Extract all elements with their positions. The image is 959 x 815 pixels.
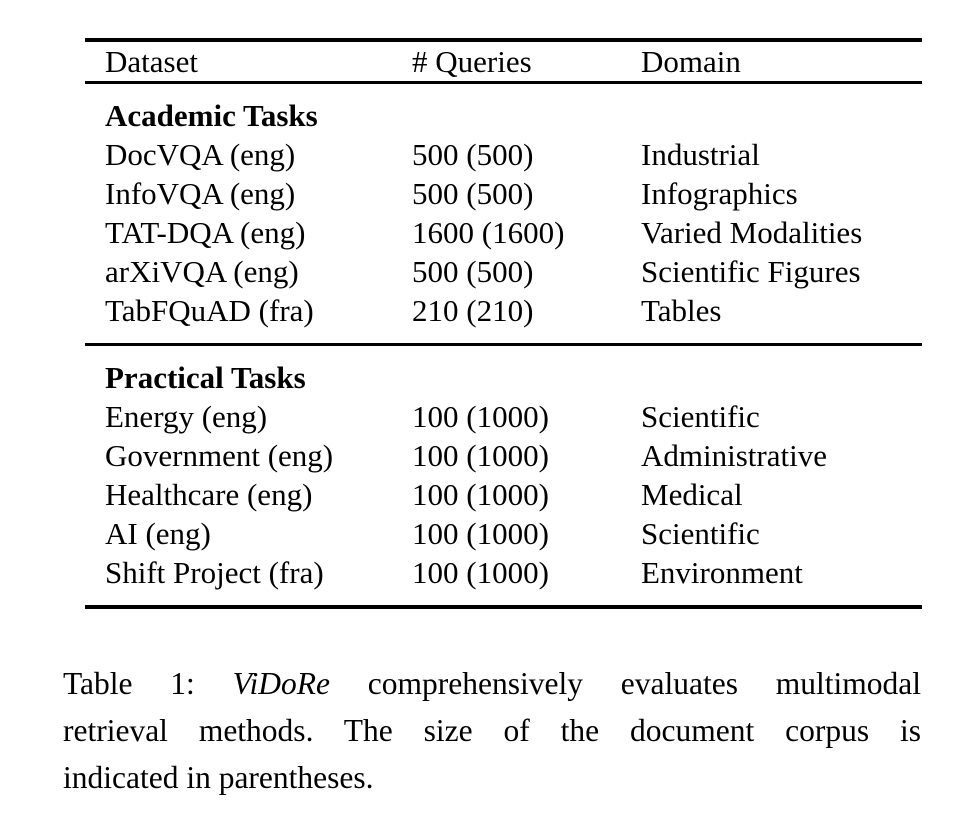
- header-row: Dataset # Queries Domain: [85, 40, 922, 84]
- table-row: DocVQA (eng) 500 (500) Industrial: [85, 135, 922, 174]
- cell-domain: Tables: [641, 291, 922, 346]
- cell-dataset: Government (eng): [105, 438, 334, 473]
- cell-queries: 1600 (1600): [412, 215, 565, 250]
- cell-dataset: Healthcare (eng): [105, 477, 313, 512]
- cell-dataset: AI (eng): [105, 516, 211, 551]
- cell-domain: Medical: [641, 477, 743, 512]
- cell-domain: Environment: [641, 555, 803, 590]
- section-title-practical: Practical Tasks: [105, 360, 306, 395]
- caption-label: Table 1:: [63, 666, 233, 701]
- benchmark-name: ViDoRe: [232, 666, 330, 701]
- cell-domain: Scientific: [641, 516, 760, 551]
- table-row: AI (eng) 100 (1000) Scientific: [85, 514, 922, 553]
- table-caption: Table 1: ViDoRe comprehensively evaluate…: [63, 660, 921, 801]
- cell-domain: Scientific Figures: [641, 254, 861, 289]
- caption-line-1-rest: comprehensively evaluates multimodal: [330, 666, 921, 701]
- benchmark-table: Dataset # Queries Domain Academic Tasks …: [85, 38, 922, 609]
- cell-dataset: TAT-DQA (eng): [105, 215, 306, 250]
- section-practical-tasks: Practical Tasks Energy (eng) 100 (1000) …: [85, 345, 922, 608]
- cell-queries: 210 (210): [412, 291, 641, 346]
- cell-queries: 100 (1000): [412, 477, 549, 512]
- cell-domain: Infographics: [641, 176, 798, 211]
- table-row: arXiVQA (eng) 500 (500) Scientific Figur…: [85, 252, 922, 291]
- col-header-queries: # Queries: [412, 40, 641, 84]
- col-header-dataset: Dataset: [85, 40, 412, 84]
- col-header-domain: Domain: [641, 40, 922, 84]
- section-academic-tasks: Academic Tasks DocVQA (eng) 500 (500) In…: [85, 83, 922, 346]
- cell-domain: Varied Modalities: [641, 215, 863, 250]
- cell-dataset: InfoVQA (eng): [105, 176, 296, 211]
- table-row: Energy (eng) 100 (1000) Scientific: [85, 397, 922, 436]
- cell-queries: 100 (1000): [412, 399, 549, 434]
- table-1-container: Dataset # Queries Domain Academic Tasks …: [85, 38, 922, 609]
- section-title-row: Academic Tasks: [85, 83, 922, 136]
- cell-domain: Industrial: [641, 137, 760, 172]
- section-title-academic: Academic Tasks: [105, 98, 318, 133]
- cell-domain: Scientific: [641, 399, 760, 434]
- caption-line-3: indicated in parentheses.: [63, 760, 374, 795]
- table-row: TabFQuAD (fra) 210 (210) Tables: [85, 291, 922, 346]
- cell-queries: 100 (1000): [412, 555, 549, 590]
- cell-queries: 500 (500): [412, 176, 534, 211]
- table-row: Shift Project (fra) 100 (1000) Environme…: [85, 553, 922, 607]
- caption-line-2: retrieval methods. The size of the docum…: [63, 713, 921, 748]
- cell-dataset: TabFQuAD (fra): [85, 291, 412, 346]
- table-row: Healthcare (eng) 100 (1000) Medical: [85, 475, 922, 514]
- cell-dataset: Shift Project (fra): [105, 555, 324, 590]
- table-row: InfoVQA (eng) 500 (500) Infographics: [85, 174, 922, 213]
- cell-queries: 500 (500): [412, 137, 534, 172]
- cell-dataset: DocVQA (eng): [105, 137, 296, 172]
- table-row: TAT-DQA (eng) 1600 (1600) Varied Modalit…: [85, 213, 922, 252]
- section-title-row: Practical Tasks: [85, 345, 922, 398]
- cell-queries: 500 (500): [412, 254, 534, 289]
- table-row: Government (eng) 100 (1000) Administrati…: [85, 436, 922, 475]
- cell-queries: 100 (1000): [412, 516, 549, 551]
- table-header: Dataset # Queries Domain: [85, 40, 922, 84]
- cell-dataset: arXiVQA (eng): [105, 254, 299, 289]
- caption-line-1: Table 1: ViDoRe comprehensively evaluate…: [63, 660, 921, 707]
- cell-domain: Administrative: [641, 438, 827, 473]
- cell-queries: 100 (1000): [412, 438, 549, 473]
- cell-dataset: Energy (eng): [105, 399, 268, 434]
